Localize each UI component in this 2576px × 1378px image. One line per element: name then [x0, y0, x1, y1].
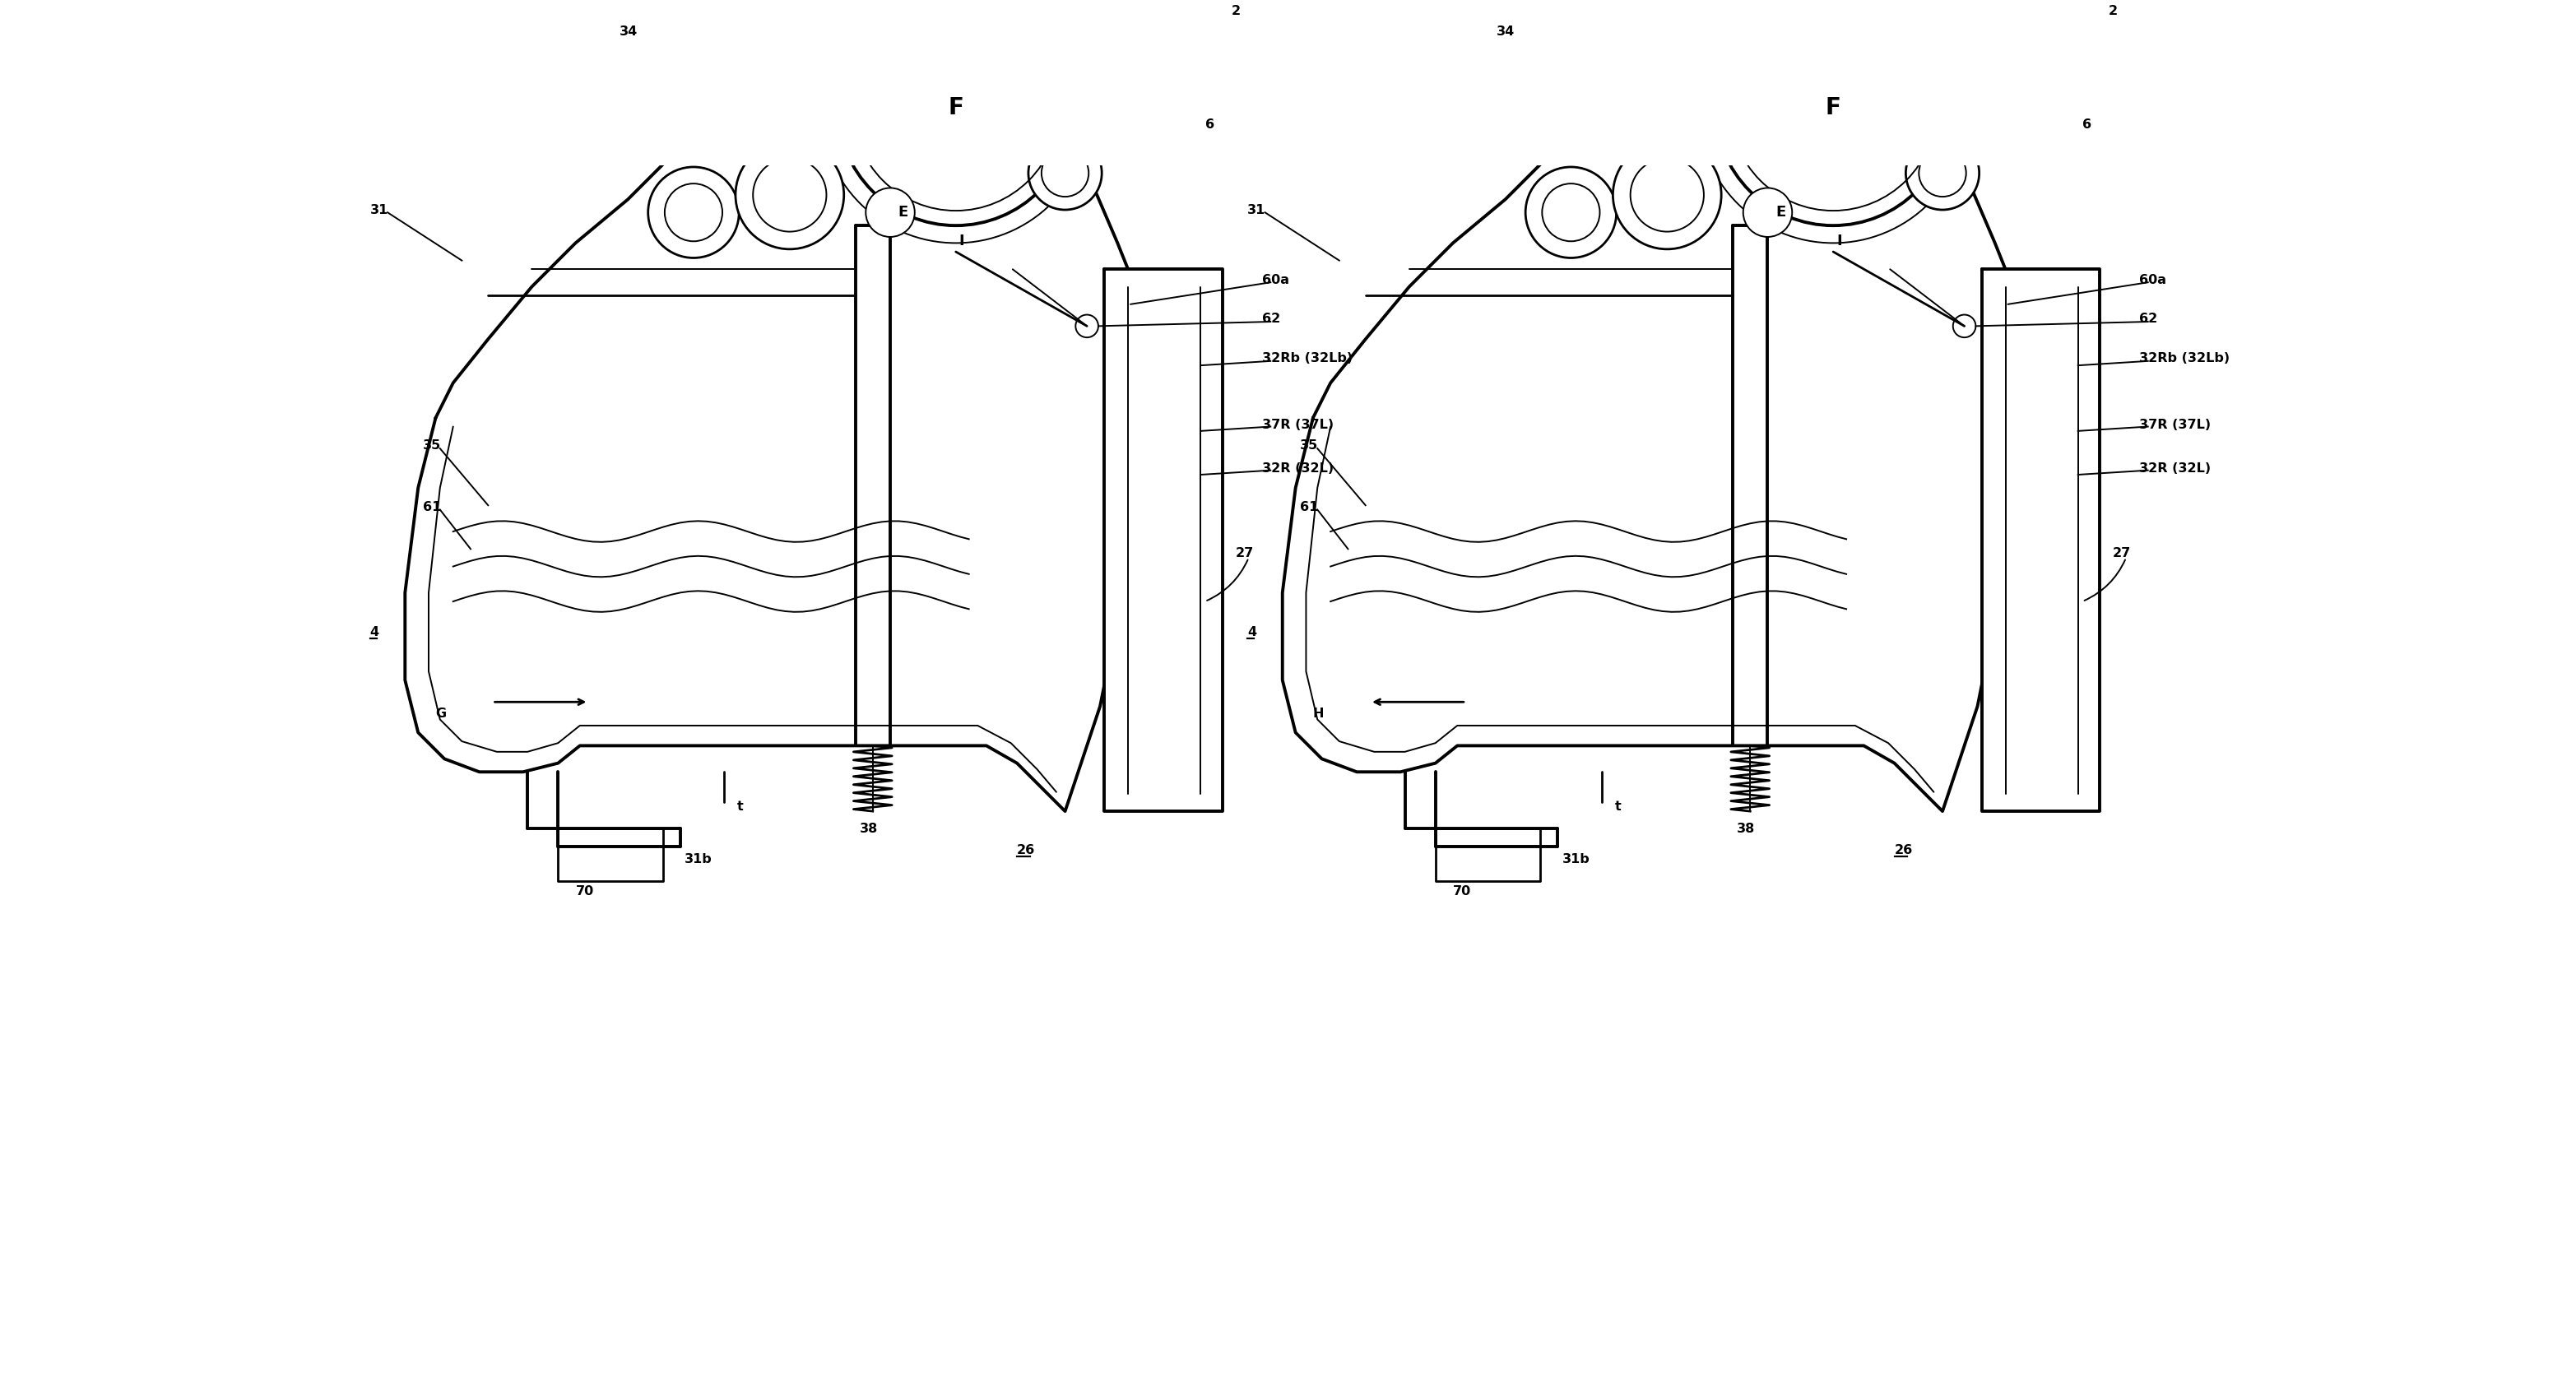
Text: 70: 70 [574, 886, 595, 898]
Text: 37R (37L): 37R (37L) [2138, 419, 2210, 431]
Text: E: E [899, 205, 909, 220]
Circle shape [1744, 187, 1793, 237]
Text: 35: 35 [1301, 440, 1319, 452]
Polygon shape [1435, 828, 1540, 881]
Circle shape [1716, 0, 1950, 226]
Text: 6: 6 [1206, 119, 1213, 131]
Polygon shape [404, 0, 1164, 812]
Text: 31: 31 [1247, 204, 1265, 216]
Text: 34: 34 [1497, 25, 1515, 37]
Text: 34: 34 [618, 25, 636, 37]
Text: 35: 35 [422, 440, 440, 452]
Text: 31b: 31b [1561, 853, 1589, 865]
Text: 38: 38 [860, 823, 878, 835]
Polygon shape [1283, 0, 2043, 812]
Text: 61: 61 [1301, 500, 1319, 513]
Text: 70: 70 [1453, 886, 1471, 898]
Text: 26: 26 [1893, 845, 1914, 857]
Text: t: t [737, 801, 744, 813]
Text: t: t [1615, 801, 1620, 813]
Text: I: I [1837, 234, 1842, 248]
Circle shape [1613, 141, 1721, 249]
Circle shape [737, 141, 845, 249]
Text: G: G [435, 707, 446, 719]
Text: 31b: 31b [685, 853, 714, 865]
Polygon shape [835, 21, 891, 116]
Text: H: H [1314, 707, 1324, 719]
Circle shape [866, 187, 914, 237]
Text: 32R (32L): 32R (32L) [1262, 463, 1334, 475]
Text: E: E [1775, 205, 1785, 220]
Text: 26: 26 [1018, 845, 1036, 857]
Text: 32Rb (32Lb): 32Rb (32Lb) [1262, 353, 1352, 365]
Circle shape [1525, 167, 1615, 258]
Text: 27: 27 [2112, 547, 2130, 559]
Text: I: I [958, 234, 963, 248]
Polygon shape [1105, 269, 1224, 812]
Text: 61: 61 [422, 500, 440, 513]
Circle shape [837, 0, 1074, 226]
Text: 6: 6 [2081, 119, 2092, 131]
Text: 60a: 60a [1262, 274, 1288, 285]
Text: F: F [1826, 96, 1842, 119]
Polygon shape [1981, 269, 2099, 812]
Text: 4: 4 [371, 626, 379, 638]
Text: 38: 38 [1736, 823, 1754, 835]
Polygon shape [1136, 21, 1244, 134]
Text: 32Rb (32Lb): 32Rb (32Lb) [2138, 353, 2231, 365]
Text: 2: 2 [2110, 6, 2117, 18]
Text: 62: 62 [1262, 313, 1280, 325]
Text: 31: 31 [371, 204, 389, 216]
Text: 32R (32L): 32R (32L) [2138, 463, 2210, 475]
Circle shape [1028, 136, 1103, 209]
Polygon shape [2012, 21, 2123, 134]
Circle shape [649, 167, 739, 258]
Text: 62: 62 [2138, 313, 2159, 325]
Text: 2: 2 [1231, 6, 1242, 18]
Polygon shape [1710, 21, 1767, 116]
Text: 27: 27 [1236, 547, 1255, 559]
Polygon shape [559, 828, 662, 881]
Text: 4: 4 [1247, 626, 1257, 638]
Text: F: F [948, 96, 963, 119]
Circle shape [1906, 136, 1978, 209]
Text: 37R (37L): 37R (37L) [1262, 419, 1334, 431]
Text: 60a: 60a [2138, 274, 2166, 285]
